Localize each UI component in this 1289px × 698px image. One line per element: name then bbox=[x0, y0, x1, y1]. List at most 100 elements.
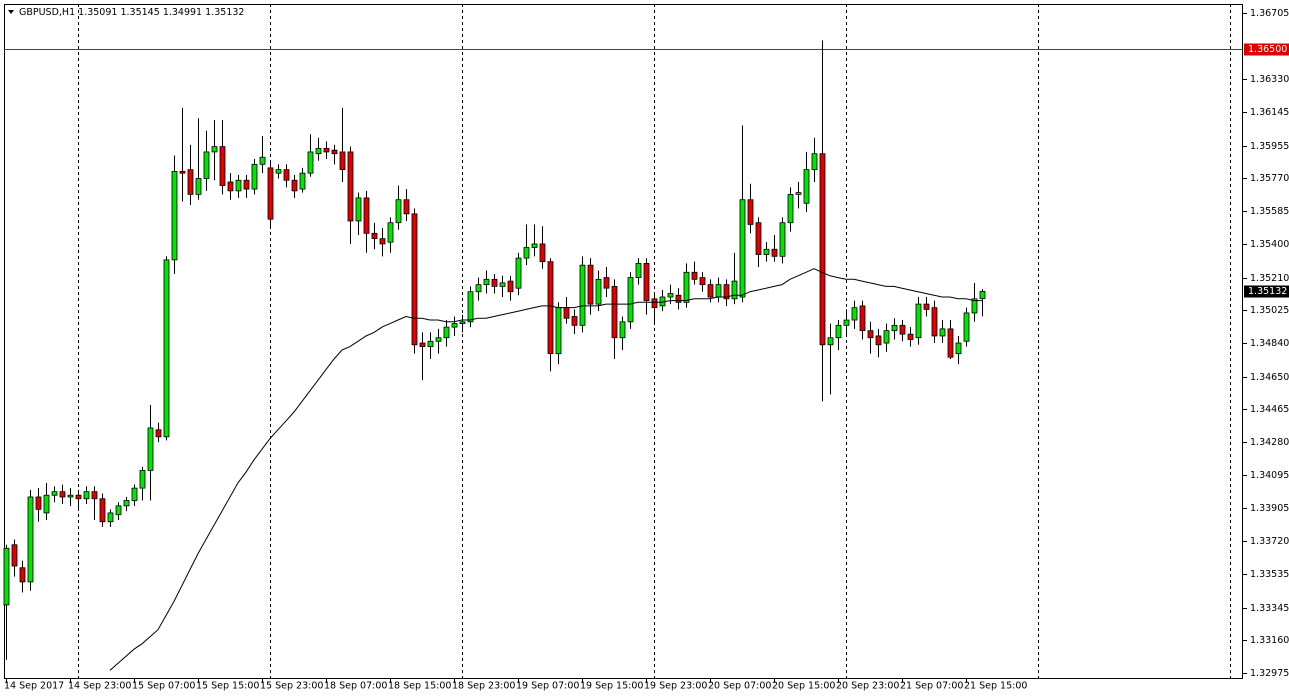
y-tick-label: 1.34095 bbox=[1250, 470, 1289, 481]
candle-body bbox=[219, 146, 226, 186]
x-tick-label: 18 Sep 07:00 bbox=[324, 681, 387, 692]
candle-body bbox=[475, 284, 482, 293]
x-tick-label: 19 Sep 15:00 bbox=[580, 681, 643, 692]
candle-body bbox=[243, 179, 250, 190]
candle-body bbox=[539, 243, 546, 263]
candle-body bbox=[731, 280, 738, 300]
candle-body bbox=[379, 238, 386, 245]
level-label: 1.36500 bbox=[1248, 44, 1287, 55]
candle-body bbox=[867, 330, 874, 339]
candle-body bbox=[467, 291, 474, 323]
candle-body bbox=[715, 284, 722, 298]
y-tick-label: 1.35955 bbox=[1250, 141, 1289, 152]
y-tick-label: 1.36145 bbox=[1250, 107, 1289, 118]
x-tick-label: 15 Sep 15:00 bbox=[196, 681, 259, 692]
candle-body bbox=[331, 149, 338, 155]
x-tick-label: 21 Sep 15:00 bbox=[964, 681, 1027, 692]
candle-body bbox=[99, 498, 106, 523]
y-tick-label: 1.35400 bbox=[1250, 239, 1289, 250]
candle-body bbox=[419, 342, 426, 347]
y-tick-label: 1.33905 bbox=[1250, 503, 1289, 514]
candle-body bbox=[499, 282, 506, 287]
candle-body bbox=[587, 264, 594, 305]
candle-body bbox=[115, 505, 122, 516]
current-price-box bbox=[1244, 285, 1289, 298]
candle-body bbox=[491, 278, 498, 287]
candle-body bbox=[827, 337, 834, 346]
candle-body bbox=[635, 263, 642, 278]
current-price-label: 1.35132 bbox=[1248, 286, 1287, 297]
candle-body bbox=[595, 278, 602, 305]
candle-body bbox=[851, 307, 858, 321]
candle-body bbox=[523, 247, 530, 259]
y-tick-label: 1.36330 bbox=[1250, 74, 1289, 85]
candle-body bbox=[123, 500, 130, 507]
candle-body bbox=[227, 181, 234, 192]
candle-body bbox=[787, 193, 794, 224]
candle-body bbox=[643, 263, 650, 301]
candle-body bbox=[675, 294, 682, 303]
level-label-box bbox=[1244, 43, 1289, 56]
x-tick-label: 14 Sep 23:00 bbox=[68, 681, 131, 692]
candle-body bbox=[355, 197, 362, 222]
candle-body bbox=[459, 321, 466, 324]
y-tick-label: 1.33720 bbox=[1250, 536, 1289, 547]
y-tick-label: 1.34650 bbox=[1250, 372, 1289, 383]
candle-body bbox=[395, 199, 402, 224]
candle-body bbox=[859, 305, 866, 332]
candle-body bbox=[11, 544, 18, 567]
candle-body bbox=[195, 178, 202, 195]
candle-body bbox=[971, 298, 978, 314]
candle-body bbox=[315, 147, 322, 155]
candle-body bbox=[19, 567, 26, 583]
candle-body bbox=[267, 167, 274, 220]
candle-body bbox=[843, 319, 850, 326]
candle-body bbox=[171, 170, 178, 261]
candle-body bbox=[563, 307, 570, 319]
x-tick-label: 19 Sep 23:00 bbox=[644, 681, 707, 692]
y-tick-label: 1.34840 bbox=[1250, 338, 1289, 349]
candle-body bbox=[483, 278, 490, 286]
candle-body bbox=[627, 277, 634, 323]
x-tick-label: 18 Sep 23:00 bbox=[452, 681, 515, 692]
candle-body bbox=[883, 330, 890, 344]
last-close: 1.35132 bbox=[205, 7, 244, 18]
x-tick-label: 20 Sep 23:00 bbox=[836, 681, 899, 692]
candle-body bbox=[91, 491, 98, 500]
candle-body bbox=[947, 328, 954, 358]
candle-body bbox=[3, 547, 10, 606]
y-tick-label: 1.35210 bbox=[1250, 273, 1289, 284]
last-low: 1.34991 bbox=[163, 7, 202, 18]
candle-body bbox=[299, 172, 306, 190]
x-tick-label: 14 Sep 2017 bbox=[4, 681, 64, 692]
candle-body bbox=[875, 335, 882, 346]
x-tick-label: 19 Sep 07:00 bbox=[516, 681, 579, 692]
candle-body bbox=[611, 286, 618, 339]
candle-body bbox=[371, 232, 378, 240]
candle-body bbox=[515, 257, 522, 289]
candle-body bbox=[939, 328, 946, 337]
candle-body bbox=[979, 290, 986, 300]
candle-body bbox=[819, 153, 826, 346]
candle-body bbox=[403, 199, 410, 215]
candle-body bbox=[35, 496, 42, 510]
candle-body bbox=[699, 277, 706, 286]
candle-body bbox=[779, 222, 786, 257]
candle-body bbox=[411, 213, 418, 346]
candle-body bbox=[291, 179, 298, 192]
candle-body bbox=[803, 169, 810, 204]
moving-average bbox=[109, 268, 982, 671]
plot-layer: 1.36705 1.36330 1.36145 1.35955 1.35770 1.355… bbox=[3, 4, 1289, 692]
menu-arrow[interactable] bbox=[8, 10, 14, 14]
chart-header: GBPUSD,H1 1.35091 1.35145 1.34991 1.3513… bbox=[19, 7, 244, 18]
candle-body bbox=[163, 259, 170, 438]
y-tick-label: 1.32975 bbox=[1250, 668, 1289, 679]
candle-body bbox=[139, 470, 146, 489]
y-tick-label: 1.35585 bbox=[1250, 206, 1289, 217]
candle-body bbox=[619, 321, 626, 339]
candle-body bbox=[835, 324, 842, 339]
candle-body bbox=[203, 151, 210, 179]
candle-body bbox=[579, 264, 586, 326]
x-tick-label: 21 Sep 07:00 bbox=[900, 681, 963, 692]
